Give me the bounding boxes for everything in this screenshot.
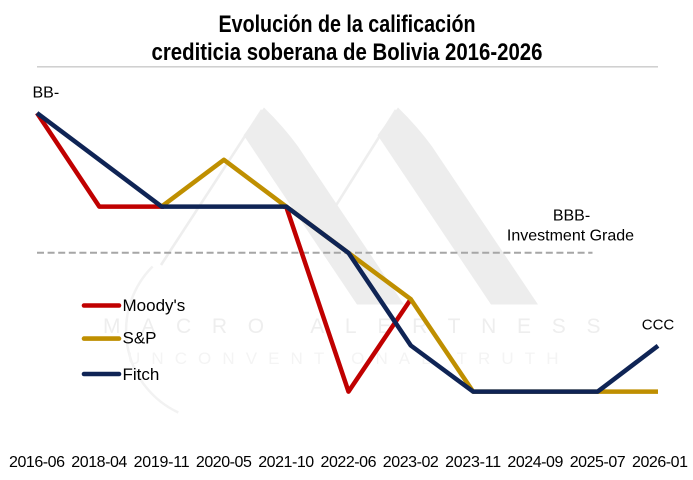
- svg-text:2021-10: 2021-10: [258, 454, 314, 471]
- svg-text:2024-09: 2024-09: [507, 454, 563, 471]
- svg-text:Investment Grade: Investment Grade: [507, 228, 634, 245]
- svg-text:BBB-: BBB-: [553, 208, 590, 225]
- svg-text:crediticia soberana de Bolivia: crediticia soberana de Bolivia 2016-2026: [152, 39, 543, 66]
- svg-text:2016-06: 2016-06: [9, 454, 65, 471]
- svg-text:2023-11: 2023-11: [445, 454, 501, 471]
- svg-text:Moody's: Moody's: [123, 296, 186, 315]
- svg-text:CCC: CCC: [642, 317, 675, 334]
- svg-text:2023-02: 2023-02: [383, 454, 439, 471]
- svg-text:2020-05: 2020-05: [196, 454, 252, 471]
- svg-text:2026-01: 2026-01: [632, 454, 688, 471]
- svg-text:BB-: BB-: [33, 85, 60, 102]
- svg-text:2018-04: 2018-04: [71, 454, 127, 471]
- svg-text:Fitch: Fitch: [123, 365, 160, 384]
- svg-text:MACRO ALERTNESS: MACRO ALERTNESS: [103, 315, 620, 338]
- svg-text:2022-06: 2022-06: [321, 454, 377, 471]
- svg-text:UNCONVENTIONAL TRUTH: UNCONVENTIONAL TRUTH: [128, 349, 568, 368]
- svg-text:2019-11: 2019-11: [134, 454, 190, 471]
- svg-text:2025-07: 2025-07: [570, 454, 626, 471]
- svg-text:Evolución de la calificación: Evolución de la calificación: [219, 11, 476, 38]
- svg-text:S&P: S&P: [123, 329, 157, 348]
